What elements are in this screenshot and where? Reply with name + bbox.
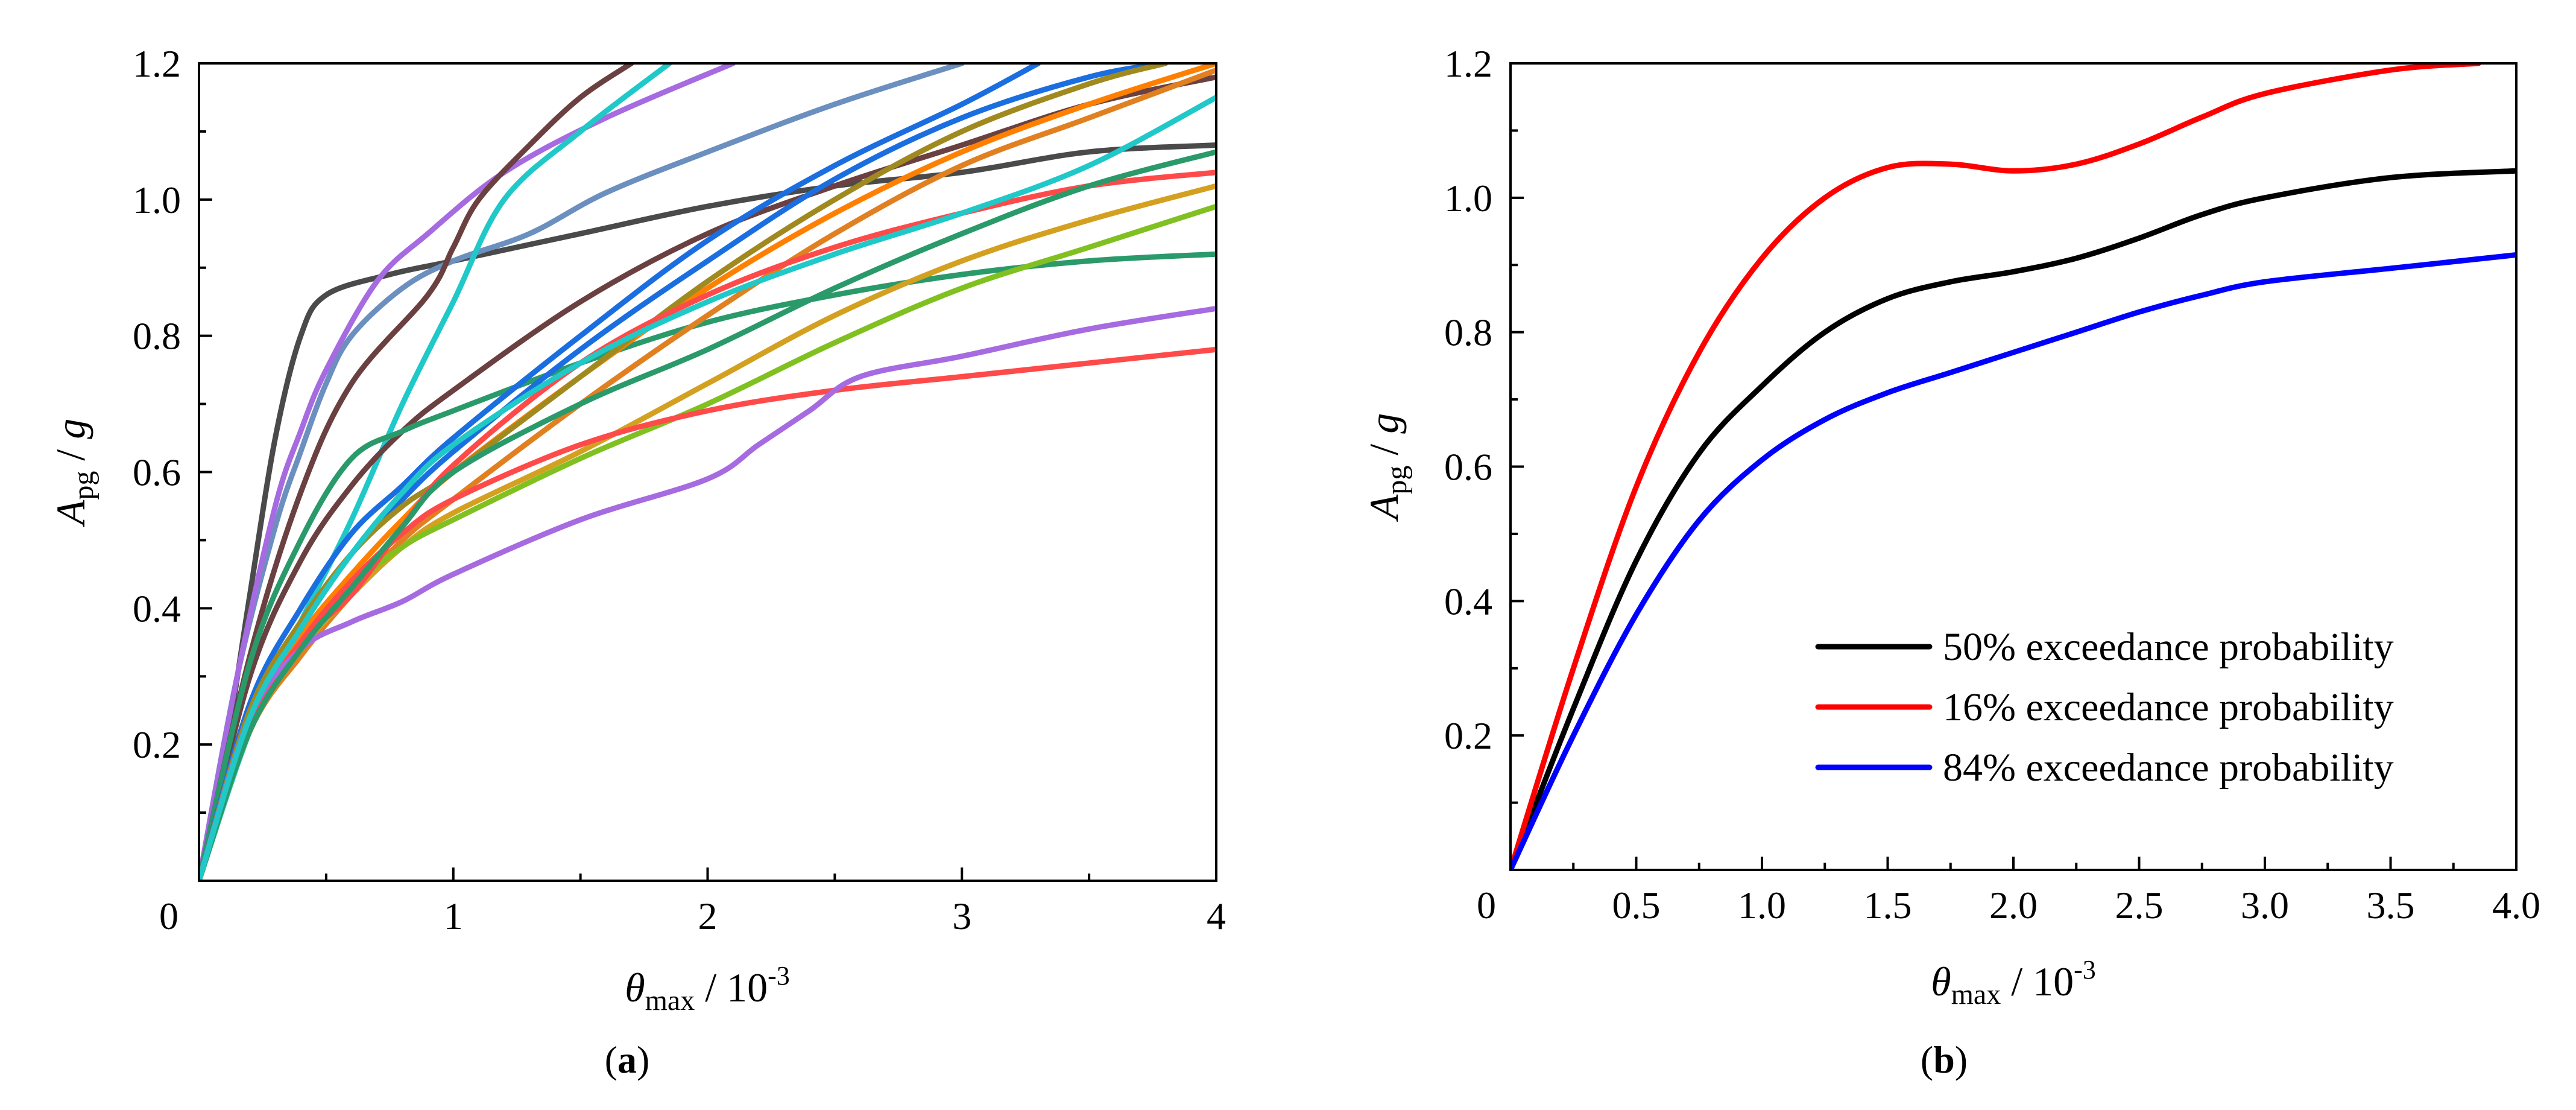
panel-a-y-tick-label: 0.6 — [133, 451, 181, 494]
panel-a-series-line-18 — [199, 149, 1216, 881]
panel-b-x-tick-label: 0.5 — [1612, 884, 1661, 927]
panel-a-series-line-10 — [199, 63, 1216, 881]
panel-a-series-line-19 — [199, 95, 1216, 881]
panel-a-y-axis-title: Apg / g — [48, 419, 99, 527]
panel-a-y-tick-label: 1.0 — [133, 179, 181, 221]
panel-b-y-tick-label: 1.0 — [1444, 177, 1492, 220]
panel-b-series-group — [1511, 63, 2516, 870]
panel-a-series-line-14 — [199, 203, 1216, 881]
panel-a-series-line-6 — [199, 74, 1216, 881]
panel-a-series-group — [199, 63, 1216, 881]
panel-b-x-tick-label: 2.0 — [1989, 884, 2038, 927]
panel-b-x-tick-label: 2.5 — [2115, 884, 2164, 927]
legend-label-50: 50% exceedance probability — [1943, 625, 2394, 669]
panel-a-series-line-9 — [199, 63, 1169, 881]
panel-b-y-tick-label: 1.2 — [1444, 42, 1492, 85]
panel-a-x-tick-label: 3 — [952, 895, 971, 937]
panel-a-series-line-16 — [199, 346, 1216, 881]
panel-a-y-tick-label: 1.2 — [133, 42, 181, 85]
panel-a-x-tick-label: 4 — [1207, 895, 1226, 937]
panel-a-y-tick-label: 0.8 — [133, 315, 181, 358]
panel-a-ticks: 0 1 2 3 4 0.2 0.4 0.6 0.8 1.0 1.2 — [133, 42, 1226, 937]
panel-b-x-tick-label: 4.0 — [2492, 884, 2540, 927]
panel-a-y-tick-label: 0.4 — [133, 587, 181, 630]
legend-label-16: 16% exceedance probability — [1943, 685, 2394, 729]
panel-a-x-axis-title: θmax / 10-3 — [625, 961, 790, 1016]
panel-b-label: (b) — [1921, 1038, 1968, 1081]
panel-b-x-tick-label: 1.0 — [1738, 884, 1786, 927]
panel-a-series-line-7 — [199, 251, 1216, 881]
panel-a-x-tick-label: 2 — [698, 895, 718, 937]
panel-b-x-tick-label: 3.0 — [2241, 884, 2289, 927]
panel-b-x-axis-title: θmax / 10-3 — [1931, 955, 2096, 1010]
panel-b-y-tick-label: 0.4 — [1444, 580, 1492, 623]
panel-b-series-line-3 — [1511, 252, 2516, 870]
panel-a-chart: 0 1 2 3 4 0.2 0.4 0.6 0.8 1.0 1.2 θmax / 10-3 Apg … — [48, 42, 1226, 1081]
panel-b-y-tick-label: 0.2 — [1444, 714, 1492, 757]
panel-b-legend: 50% exceedance probability 16% exceedanc… — [1815, 625, 2394, 790]
panel-b-y-tick-label: 0.8 — [1444, 311, 1492, 354]
panel-b-x-tick-label: 3.5 — [2367, 884, 2415, 927]
panel-b-y-tick-label: 0.6 — [1444, 446, 1492, 489]
panel-b-x-tick-label: 1.5 — [1864, 884, 1912, 927]
panel-a-y-tick-label: 0.2 — [133, 723, 181, 766]
panel-b-chart: 0 0.5 1.0 1.5 2.0 2.5 3.0 3.5 4.0 0.2 0.4 0.6 0.8 1.0… — [1361, 42, 2540, 1081]
legend-label-84: 84% exceedance probability — [1943, 746, 2394, 790]
panel-b-series-line-2 — [1511, 63, 2481, 870]
panel-a-x-tick-label: 1 — [444, 895, 463, 937]
panel-a-series-line-3 — [199, 63, 736, 881]
panel-b-ticks: 0 0.5 1.0 1.5 2.0 2.5 3.0 3.5 4.0 0.2 0.4 0.6 0.8 1.0… — [1444, 42, 2540, 927]
panel-a-series-line-8 — [199, 63, 1041, 881]
panel-a-plot-frame — [198, 62, 1217, 882]
panel-a-series-line-12 — [199, 63, 1169, 881]
panel-a-series-line-1 — [199, 142, 1216, 881]
panel-a-label: (a) — [605, 1038, 650, 1081]
panel-b-x-tick-label: 0 — [1477, 884, 1496, 927]
panel-a-x-tick-label: 0 — [159, 895, 178, 937]
panel-b-series-line-1 — [1511, 168, 2516, 870]
panel-b-y-axis-title: Apg / g — [1361, 413, 1413, 522]
